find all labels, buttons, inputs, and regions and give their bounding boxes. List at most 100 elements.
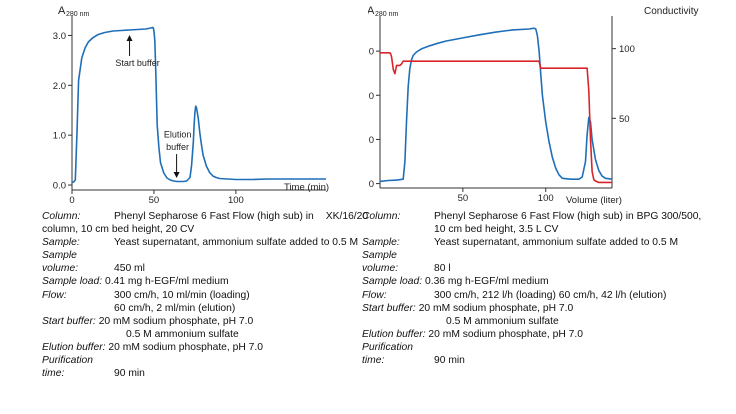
left-axes: 0.0 1.0 2.0 3.0 0 50 100 (53, 16, 326, 206)
left-ylabel-sub: 280 nm (66, 11, 90, 18)
right-purif-value: 90 min (434, 355, 465, 367)
left-sample-vol-label-2: volume: (42, 263, 79, 275)
left-y-tick-label: 0.0 (53, 181, 66, 192)
left-column-cont: column, 10 cm bed height, 20 CV (42, 223, 362, 236)
right-series-0-line (379, 27, 613, 183)
right-column-row: Column: Phenyl Sepharose 6 Fast Flow (hi… (362, 210, 702, 223)
right-conditions: Column: Phenyl Sepharose 6 Fast Flow (hi… (362, 210, 702, 367)
right-sample-vol-row: volume: 80 l (362, 262, 702, 275)
left-start-buffer-row-2: 0.5 M ammonium sulfate (42, 328, 362, 341)
right-x-tick-label: 100 (538, 193, 554, 204)
annotation-buffer: buffer (166, 142, 189, 152)
right-flow-value-1: 300 cm/h, 212 l/h (loading) 60 cm/h, 42 … (434, 289, 667, 301)
right-y-tick-label: 3.0 (368, 47, 374, 58)
right-purif-label-1: Purification (362, 341, 413, 353)
left-y-tick-label: 1.0 (53, 131, 66, 142)
left-purif-label-2: time: (42, 368, 65, 380)
left-column-text: Phenyl Sepharose 6 Fast Flow (high sub) … (114, 211, 314, 222)
left-xlabel: Time (min) (284, 182, 329, 193)
right-sample-vol-label-2: volume: (362, 263, 399, 275)
left-y-tick-label: 2.0 (53, 81, 66, 92)
right-start-buffer-row: Start buffer: 20 mM sodium phosphate, pH… (362, 302, 702, 315)
left-x-tick-label: 0 (69, 195, 74, 206)
right-sample-label: Sample: (362, 237, 400, 249)
right-column-cont: 10 cm bed height, 3.5 L CV (362, 223, 702, 236)
left-start-buffer-row: Start buffer: 20 mM sodium phosphate, pH… (42, 315, 362, 328)
right-y2-tick-label: 50 (619, 114, 630, 125)
right-xlabel: Volume (liter) (566, 195, 622, 206)
right-sample-vol-label-1: Sample (362, 250, 397, 262)
right-y-tick-label: 1.0 (368, 135, 374, 146)
right-y-tick-label: 0.0 (368, 179, 374, 190)
right-sample-vol-label-row: Sample (362, 249, 702, 262)
right-start-buffer-value-2: 0.5 M ammonium sulfate (446, 315, 559, 327)
right-y2label: Conductivity (644, 6, 698, 17)
left-sample-vol-label-row: Sample (42, 249, 362, 262)
right-series-1-line (380, 52, 612, 184)
right-elution-buffer-row: Elution buffer: 20 mM sodium phosphate, … (362, 328, 702, 341)
left-flow-value-2: 60 cm/h, 2 ml/min (elution) (114, 302, 236, 314)
chart-right: 0.0 1.0 2.0 3.0 50 100 50 100 A 280 nm Conducti… (368, 5, 698, 206)
chart-left: 0.0 1.0 2.0 3.0 0 50 100 A 280 nm Time (min) S… (53, 5, 329, 206)
left-flow-row: Flow: 300 cm/h, 10 ml/min (loading) (42, 289, 362, 302)
right-y2-tick-label: 100 (619, 44, 635, 55)
left-start-buffer-value-2: 0.5 M ammonium sulfate (126, 328, 239, 340)
left-column-label: Column: (42, 211, 81, 222)
left-sample-load-label: Sample load: (42, 276, 103, 288)
left-column-value: Phenyl Sepharose 6 Fast Flow (high sub) … (114, 210, 368, 223)
right-flow-label: Flow: (362, 289, 387, 301)
left-y-tick-label: 3.0 (53, 31, 66, 42)
right-start-buffer-label: Start buffer: (362, 302, 416, 314)
right-sample-load-label: Sample load: (362, 276, 423, 288)
right-flow-row: Flow: 300 cm/h, 212 l/h (loading) 60 cm/… (362, 289, 702, 302)
left-column-tail: XK/16/20 (325, 211, 369, 222)
right-y-tick-label: 2.0 (368, 91, 374, 102)
left-ylabel-main: A (58, 5, 66, 17)
right-column-cont-text: 10 cm bed height, 3.5 L CV (434, 224, 559, 236)
elution-buffer-arrow-head (173, 172, 180, 179)
left-x-tick-label: 100 (228, 195, 244, 206)
right-start-buffer-row-2: 0.5 M ammonium sulfate (362, 315, 702, 328)
left-series-0-line (71, 26, 326, 184)
left-flow-row-2: 60 cm/h, 2 ml/min (elution) (42, 302, 362, 315)
left-sample-vol-label-1: Sample (42, 250, 77, 262)
right-purif-row: time: 90 min (362, 354, 702, 367)
right-ylabel-sub: 280 nm (375, 11, 399, 18)
right-sample-row: Sample: Yeast supernatant, ammonium sulf… (362, 236, 702, 249)
right-purif-label-row: Purification (362, 341, 702, 354)
left-purif-value: 90 min (114, 368, 145, 380)
right-ylabel-main: A (368, 5, 375, 17)
right-marks (379, 27, 613, 184)
start-buffer-arrow-head (126, 34, 133, 41)
right-sample-load-row: Sample load: 0.36 mg h-EGF/ml medium (362, 275, 702, 288)
left-purif-label-1: Purification (42, 355, 93, 367)
left-sample-row: Sample: Yeast supernatant, ammonium sulf… (42, 236, 362, 249)
left-elution-buffer-row: Elution buffer: 20 mM sodium phosphate, … (42, 341, 362, 354)
left-x-tick-label: 50 (149, 195, 160, 206)
left-start-buffer-label: Start buffer: (42, 315, 96, 327)
right-sample-value: Yeast supernatant, ammonium sulfate adde… (434, 237, 679, 249)
left-elution-buffer-value: 20 mM sodium phosphate, pH 7.0 (108, 341, 263, 353)
annotation-start-buffer: Start buffer (115, 58, 159, 68)
right-column-label: Column: (362, 211, 401, 222)
left-conditions: Column: Phenyl Sepharose 6 Fast Flow (hi… (42, 210, 368, 380)
left-sample-load-row: Sample load: 0.41 mg h-EGF/ml medium (42, 275, 362, 288)
left-flow-value-1: 300 cm/h, 10 ml/min (loading) (114, 289, 250, 301)
annotation-elution: Elution (164, 130, 192, 140)
right-start-buffer-value-1: 20 mM sodium phosphate, pH 7.0 (418, 302, 574, 314)
right-elution-buffer-label: Elution buffer: (362, 328, 426, 340)
right-sample-load-value: 0.36 mg h-EGF/ml medium (424, 276, 549, 288)
left-column-row: Column: Phenyl Sepharose 6 Fast Flow (hi… (42, 210, 368, 223)
left-start-buffer-value-1: 20 mM sodium phosphate, pH 7.0 (98, 315, 254, 327)
left-sample-load-value: 0.41 mg h-EGF/ml medium (104, 276, 229, 288)
left-sample-value: Yeast supernatant, ammonium sulfate adde… (114, 237, 359, 249)
left-elution-buffer-label: Elution buffer: (42, 341, 106, 353)
left-sample-label: Sample: (42, 237, 80, 249)
right-purif-label-2: time: (362, 355, 385, 367)
right-column-value: Phenyl Sepharose 6 Fast Flow (high sub) … (434, 211, 702, 222)
left-purif-row: time: 90 min (42, 367, 362, 380)
right-x-tick-label: 50 (458, 193, 469, 204)
left-marks (71, 26, 326, 184)
right-elution-buffer-value: 20 mM sodium phosphate, pH 7.0 (428, 328, 583, 340)
right-sample-vol-value: 80 l (434, 263, 451, 275)
